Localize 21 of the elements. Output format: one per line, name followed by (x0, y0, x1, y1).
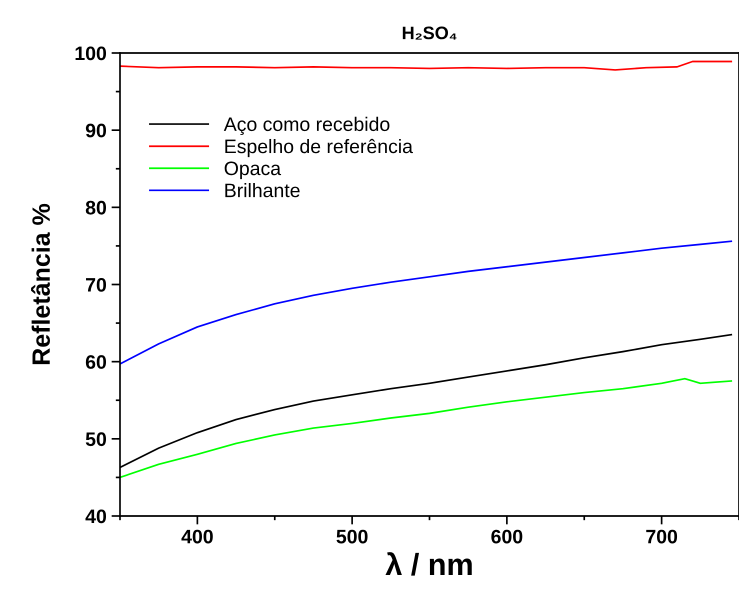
y-tick-label: 80 (86, 200, 106, 215)
line-series (120, 60, 732, 71)
x-tick-label: 700 (646, 530, 678, 544)
x-axis-title: λ / nm (385, 552, 472, 576)
y-tick-label: 90 (86, 124, 106, 138)
y-tick-label: 40 (85, 509, 106, 524)
chart-title: H₂SO₄ (402, 26, 457, 40)
x-tick-label: 400 (181, 530, 213, 544)
legend-label: Brilhante (225, 182, 300, 198)
y-axis-title: Refletância % (31, 204, 50, 364)
x-tick-label: 500 (336, 530, 368, 544)
legend-label: Aço como recebido (224, 116, 390, 136)
y-tick-label: 60 (86, 355, 106, 369)
y-tick-label: 50 (86, 432, 106, 446)
line-series (120, 240, 732, 365)
line-series (120, 378, 732, 478)
y-tick-label: 100 (76, 46, 106, 60)
x-tick-label: 600 (491, 530, 522, 544)
legend-label: Opaca (224, 161, 282, 180)
legend-label: Espelho de referência (225, 138, 413, 158)
y-tick-label: 70 (86, 278, 106, 292)
